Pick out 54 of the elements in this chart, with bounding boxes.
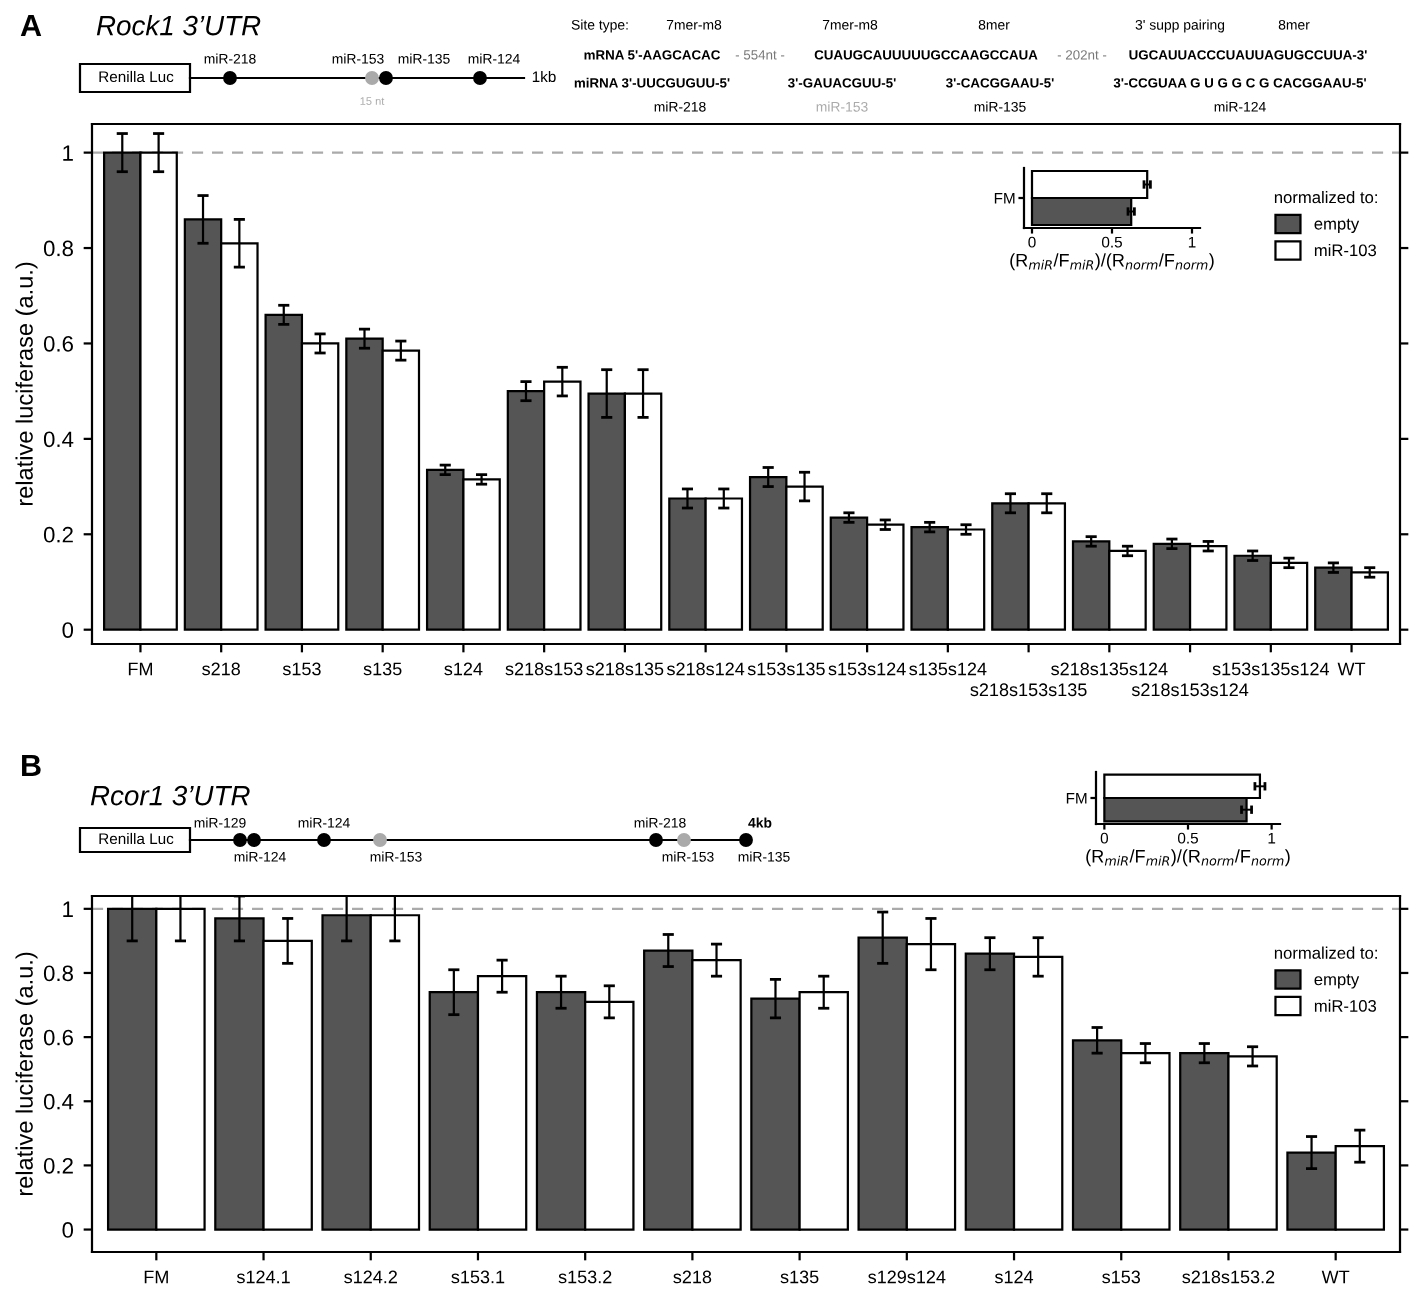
x-tick-label: s124.1 <box>236 1270 290 1284</box>
x-tick-label: s135 <box>780 1270 819 1284</box>
y-tick-label: 0.6 <box>43 335 73 352</box>
x-tick-label: s218s135 <box>586 662 664 676</box>
y-tick-label: 0.4 <box>43 1093 74 1110</box>
y-tick-label: 0.6 <box>43 1029 73 1046</box>
x-tick-label: s153s135s124 <box>1212 662 1330 676</box>
y-tick-label: 0.8 <box>43 240 73 257</box>
x-tick-label: s153.1 <box>451 1270 505 1284</box>
legend-label: empty <box>1314 218 1360 233</box>
text: A <box>20 14 42 36</box>
x-tick-label: s135s124 <box>909 662 987 676</box>
chart-title: Rcor1 3’UTR <box>90 785 250 806</box>
x-tick-label: s124 <box>444 662 483 676</box>
x-tick-label: s124.2 <box>344 1270 397 1284</box>
x-tick-label: s218 <box>673 1270 712 1284</box>
x-tick-label: WT <box>1321 1270 1350 1284</box>
y-tick-label: 0.2 <box>43 526 73 543</box>
text: B <box>22 754 41 776</box>
chart-title: Rock1 3’UTR <box>96 15 261 36</box>
x-tick-label: s218s153s124 <box>1131 683 1249 697</box>
legend-label: miR-103 <box>1314 999 1377 1012</box>
x-tick-label: s218s135s124 <box>1051 662 1168 676</box>
text: (R$_{miR}$/F$_{miR}$)/(R$_{norm}$/F$_{norm}$) <box>1010 253 1214 271</box>
x-tick-label: s153 <box>282 662 321 676</box>
x-tick-label: s153.2 <box>558 1270 612 1284</box>
y-tick-label: 0.8 <box>43 965 73 982</box>
x-tick-label: s124 <box>994 1270 1034 1284</box>
x-tick-label: WT <box>1337 662 1366 676</box>
x-tick-label: s153 <box>1102 1270 1141 1284</box>
legend-title: normalized to: <box>1274 191 1377 204</box>
x-tick-label: s218s153s135 <box>970 683 1087 697</box>
x-tick-label: s218s153.2 <box>1182 1270 1275 1284</box>
text: (R$_{miR}$/F$_{miR}$)/(R$_{norm}$/F$_{norm}$) <box>1086 849 1290 867</box>
x-tick-label: s218s153 <box>505 662 583 676</box>
legend-title: normalized to: <box>1274 946 1377 959</box>
y-axis-title: relative luciferase (a.u.) <box>15 952 38 1196</box>
y-tick-label: 0.2 <box>43 1157 73 1174</box>
x-tick-label: FM <box>144 1270 168 1284</box>
x-tick-label: s218s124 <box>666 662 745 676</box>
x-tick-label: s135 <box>363 662 402 676</box>
y-axis-title: relative luciferase (a.u.) <box>15 262 38 506</box>
x-tick-label: s218 <box>202 662 240 676</box>
legend-label: empty <box>1314 974 1360 989</box>
legend-label: miR-103 <box>1314 243 1377 257</box>
y-tick-label: 0.4 <box>43 431 74 448</box>
x-tick-label: s153s124 <box>828 662 906 676</box>
x-tick-label: FM <box>128 662 152 676</box>
x-tick-label: s129s124 <box>868 1270 946 1284</box>
x-tick-label: s153s135 <box>747 662 825 676</box>
y-tick-label: 0 <box>62 1222 74 1238</box>
y-tick-label: 1 <box>63 901 73 917</box>
y-tick-label: 1 <box>63 145 73 161</box>
y-tick-label: 0 <box>62 622 74 638</box>
